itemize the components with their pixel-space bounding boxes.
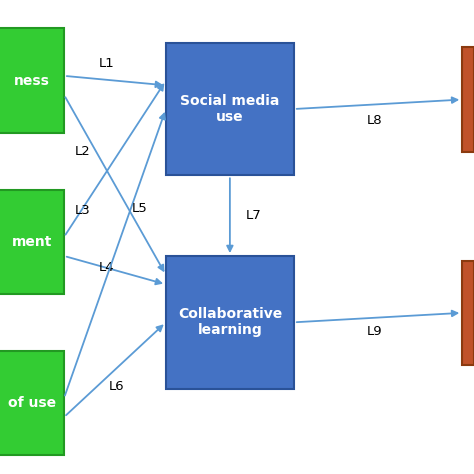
Text: of use: of use [8,396,56,410]
FancyBboxPatch shape [462,261,474,365]
Text: L1: L1 [99,57,115,71]
Text: ment: ment [12,235,52,249]
FancyBboxPatch shape [166,256,294,389]
Text: L5: L5 [132,202,148,215]
FancyBboxPatch shape [0,28,64,133]
Text: Social media
use: Social media use [180,94,280,124]
Text: L8: L8 [367,114,382,128]
FancyBboxPatch shape [462,47,474,152]
Text: L2: L2 [75,145,91,158]
FancyBboxPatch shape [0,190,64,294]
Text: L4: L4 [99,261,114,274]
Text: Collaborative
learning: Collaborative learning [178,307,282,337]
Text: L7: L7 [246,209,262,222]
Text: L6: L6 [109,380,124,393]
FancyBboxPatch shape [166,43,294,175]
FancyBboxPatch shape [0,351,64,455]
Text: L3: L3 [75,204,91,218]
Text: ness: ness [14,73,50,88]
Text: L9: L9 [367,325,382,338]
